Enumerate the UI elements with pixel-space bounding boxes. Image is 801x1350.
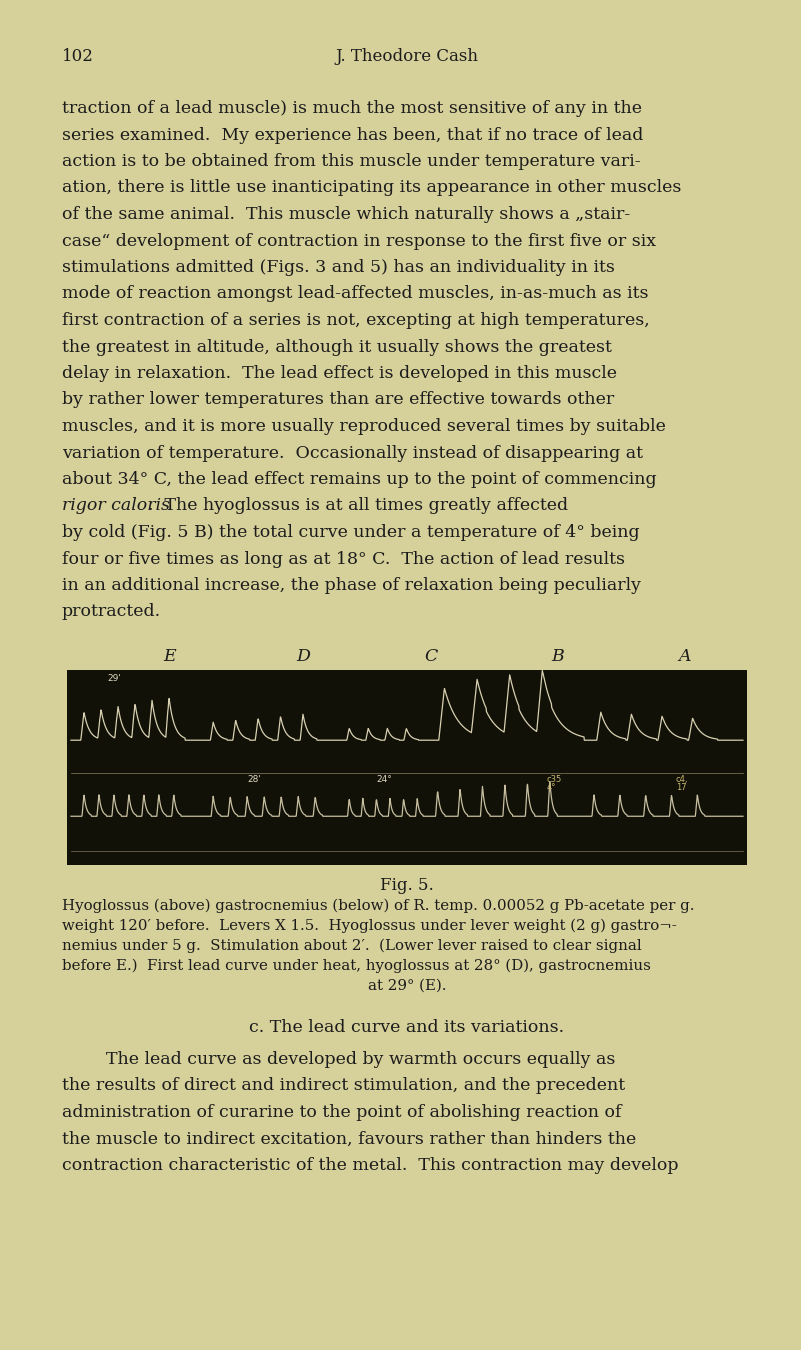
Text: protracted.: protracted. [62,603,161,621]
Text: Hyoglossus (above) gastrocnemius (below) of R. temp. 0.00052 g Pb-acetate per g.: Hyoglossus (above) gastrocnemius (below)… [62,899,694,914]
Text: A: A [678,648,691,666]
Text: .  The hyoglossus is at all times greatly affected: . The hyoglossus is at all times greatly… [148,498,568,514]
Text: variation of temperature.  Occasionally instead of disappearing at: variation of temperature. Occasionally i… [62,444,643,462]
Text: nemius under 5 g.  Stimulation about 2′.  (Lower lever raised to clear signal: nemius under 5 g. Stimulation about 2′. … [62,940,642,953]
Text: series examined.  My experience has been, that if no trace of lead: series examined. My experience has been,… [62,127,643,143]
Text: 29': 29' [108,674,122,683]
Text: E: E [163,648,175,666]
Text: four or five times as long as at 18° C.  The action of lead results: four or five times as long as at 18° C. … [62,551,625,567]
Text: the muscle to indirect excitation, favours rather than hinders the: the muscle to indirect excitation, favou… [62,1130,636,1148]
Text: by rather lower temperatures than are effective towards other: by rather lower temperatures than are ef… [62,392,614,409]
Text: 24°: 24° [376,775,392,784]
Text: traction of a lead muscle) is much the most sensitive of any in the: traction of a lead muscle) is much the m… [62,100,642,117]
Bar [67,670,747,865]
Text: c. The lead curve and its variations.: c. The lead curve and its variations. [249,1019,565,1035]
Text: the greatest in altitude, although it usually shows the greatest: the greatest in altitude, although it us… [62,339,612,355]
Text: delay in relaxation.  The lead effect is developed in this muscle: delay in relaxation. The lead effect is … [62,364,617,382]
Text: D: D [296,648,310,666]
Text: the results of direct and indirect stimulation, and the precedent: the results of direct and indirect stimu… [62,1077,625,1095]
Text: The lead curve as developed by warmth occurs equally as: The lead curve as developed by warmth oc… [62,1052,615,1068]
Text: ation, there is little use inanticipating its appearance in other muscles: ation, there is little use inanticipatin… [62,180,682,197]
Text: B: B [551,648,564,666]
Text: 102: 102 [62,49,94,65]
Text: at 29° (E).: at 29° (E). [368,979,446,994]
Text: C: C [424,648,437,666]
Text: 28': 28' [248,775,261,784]
Text: rigor caloris: rigor caloris [62,498,170,514]
Text: of the same animal.  This muscle which naturally shows a „stair-: of the same animal. This muscle which na… [62,207,630,223]
Text: mode of reaction amongst lead-affected muscles, in-as-much as its: mode of reaction amongst lead-affected m… [62,285,649,302]
Text: in an additional increase, the phase of relaxation being peculiarly: in an additional increase, the phase of … [62,576,641,594]
Text: c4,: c4, [675,775,688,784]
Text: before E.)  First lead curve under heat, hyoglossus at 28° (D), gastrocnemius: before E.) First lead curve under heat, … [62,958,651,973]
Text: c35: c35 [546,775,562,784]
Text: administration of curarine to the point of abolishing reaction of: administration of curarine to the point … [62,1104,622,1120]
Text: 4°: 4° [546,783,556,792]
Text: stimulations admitted (Figs. 3 and 5) has an individuality in its: stimulations admitted (Figs. 3 and 5) ha… [62,259,615,275]
Text: action is to be obtained from this muscle under temperature vari-: action is to be obtained from this muscl… [62,153,641,170]
Text: muscles, and it is more usually reproduced several times by suitable: muscles, and it is more usually reproduc… [62,418,666,435]
Text: first contraction of a series is not, excepting at high temperatures,: first contraction of a series is not, ex… [62,312,650,329]
Text: 17: 17 [675,783,686,792]
Text: J. Theodore Cash: J. Theodore Cash [336,49,478,65]
Text: Fig. 5.: Fig. 5. [380,878,434,894]
Text: about 34° C, the lead effect remains up to the point of commencing: about 34° C, the lead effect remains up … [62,471,657,487]
Text: by cold (Fig. 5 B) the total curve under a temperature of 4° being: by cold (Fig. 5 B) the total curve under… [62,524,640,541]
Text: contraction characteristic of the metal.  This contraction may develop: contraction characteristic of the metal.… [62,1157,678,1174]
Text: weight 120′ before.  Levers X 1.5.  Hyoglossus under lever weight (2 g) gastro¬-: weight 120′ before. Levers X 1.5. Hyoglo… [62,919,677,933]
Text: case“ development of contraction in response to the first five or six: case“ development of contraction in resp… [62,232,656,250]
